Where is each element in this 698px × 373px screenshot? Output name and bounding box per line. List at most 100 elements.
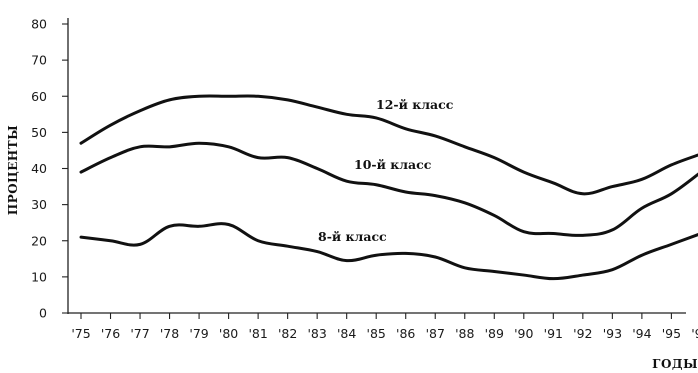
x-tick-label: '95 (662, 326, 681, 341)
data-point (197, 95, 201, 98)
data-point (286, 98, 289, 102)
series-labels: 12-й класс 10-й класс 8-й класс (318, 97, 454, 244)
x-tick-label: '80 (219, 326, 238, 341)
x-tick-label: '85 (367, 326, 386, 341)
data-point (286, 244, 289, 248)
x-axis-title: ГОДЫ (652, 357, 698, 371)
y-tick-label: 30 (31, 197, 47, 212)
x-tick-label: '77 (130, 326, 149, 341)
data-point (463, 266, 466, 270)
data-point (375, 183, 378, 186)
data-point (315, 250, 319, 253)
series-layer (79, 94, 698, 281)
data-point (463, 201, 466, 205)
data-point (434, 255, 437, 259)
data-point (434, 134, 437, 138)
y-tick-label: 80 (31, 17, 47, 32)
series-label-10-й-класс: 10-й класс (354, 157, 432, 172)
data-point (493, 214, 496, 217)
data-point (611, 228, 614, 232)
data-point (168, 145, 171, 149)
data-point (670, 163, 673, 167)
data-point (404, 252, 407, 255)
data-point (552, 181, 555, 185)
data-point (640, 178, 644, 181)
data-point (227, 95, 230, 98)
data-point (197, 142, 201, 145)
data-point (640, 207, 644, 210)
data-point (79, 170, 83, 174)
data-point (522, 273, 525, 277)
series-line-10-й-класс (79, 141, 698, 237)
data-point (79, 142, 83, 145)
axes: 0 10 20 30 40 50 60 70 80 '75 '76 '77 '78 '79 '80 '81 '8… (31, 17, 698, 342)
data-point (315, 105, 319, 109)
data-point (315, 167, 319, 170)
data-point (256, 95, 260, 98)
data-point (345, 259, 348, 262)
data-point (138, 243, 142, 246)
data-point (109, 239, 112, 242)
x-tick-label: '90 (514, 326, 533, 341)
x-tick-label: '87 (426, 326, 445, 341)
y-axis-title: ПРОЦЕНТЫ (6, 125, 20, 215)
data-point (404, 127, 407, 130)
data-point (138, 145, 142, 149)
y-tick-label: 0 (39, 306, 47, 321)
data-point (109, 123, 112, 127)
data-point (552, 277, 555, 280)
data-point (168, 225, 171, 228)
data-point (168, 98, 171, 102)
x-tick-label: '79 (189, 326, 208, 341)
series-points-10-й-класс (79, 142, 673, 237)
data-point (581, 234, 585, 237)
y-tick-label: 50 (31, 125, 47, 140)
y-tick-label: 10 (31, 269, 47, 284)
data-point (434, 194, 437, 197)
data-point (197, 225, 201, 228)
y-tick-label: 70 (31, 53, 47, 68)
data-point (345, 113, 348, 116)
data-point (227, 145, 230, 149)
data-point (227, 223, 230, 226)
y-tick-label: 20 (31, 233, 47, 248)
data-point (493, 156, 496, 159)
data-point (256, 156, 260, 159)
y-tick-label: 40 (31, 161, 47, 176)
data-point (375, 254, 378, 257)
data-point (522, 170, 525, 174)
series-points-12-й-класс (79, 95, 673, 195)
series-line-12-й-класс (79, 94, 698, 196)
data-point (611, 185, 614, 188)
x-tick-label: '75 (71, 326, 90, 341)
data-point (463, 145, 466, 149)
x-tick-label: '89 (485, 326, 504, 341)
x-tick-label: '91 (544, 326, 563, 341)
data-point (79, 235, 83, 239)
series-label-12-й-класс: 12-й класс (376, 97, 454, 112)
data-point (522, 230, 525, 233)
x-tick-label: '82 (278, 326, 297, 341)
x-tick-label: '81 (248, 326, 267, 341)
x-tick-label: '93 (603, 326, 622, 341)
x-tick-label: '86 (396, 326, 415, 341)
data-point (670, 192, 673, 195)
x-tick-label: '88 (455, 326, 474, 341)
series-label-8-й-класс: 8-й класс (318, 229, 387, 244)
x-tick-label: '94 (632, 326, 651, 341)
data-point (581, 192, 585, 195)
data-point (109, 156, 112, 159)
data-point (581, 273, 585, 277)
data-point (138, 109, 142, 112)
data-point (552, 232, 555, 235)
data-point (345, 179, 348, 183)
series-points-8-й-класс (79, 223, 673, 280)
y-tick-label: 60 (31, 89, 47, 104)
data-point (611, 268, 614, 271)
x-tick-label: '84 (337, 326, 356, 341)
x-tick-label: '83 (307, 326, 326, 341)
data-point (375, 116, 378, 120)
x-tick-label: '76 (101, 326, 120, 341)
x-tick-label: '96 (691, 326, 698, 341)
